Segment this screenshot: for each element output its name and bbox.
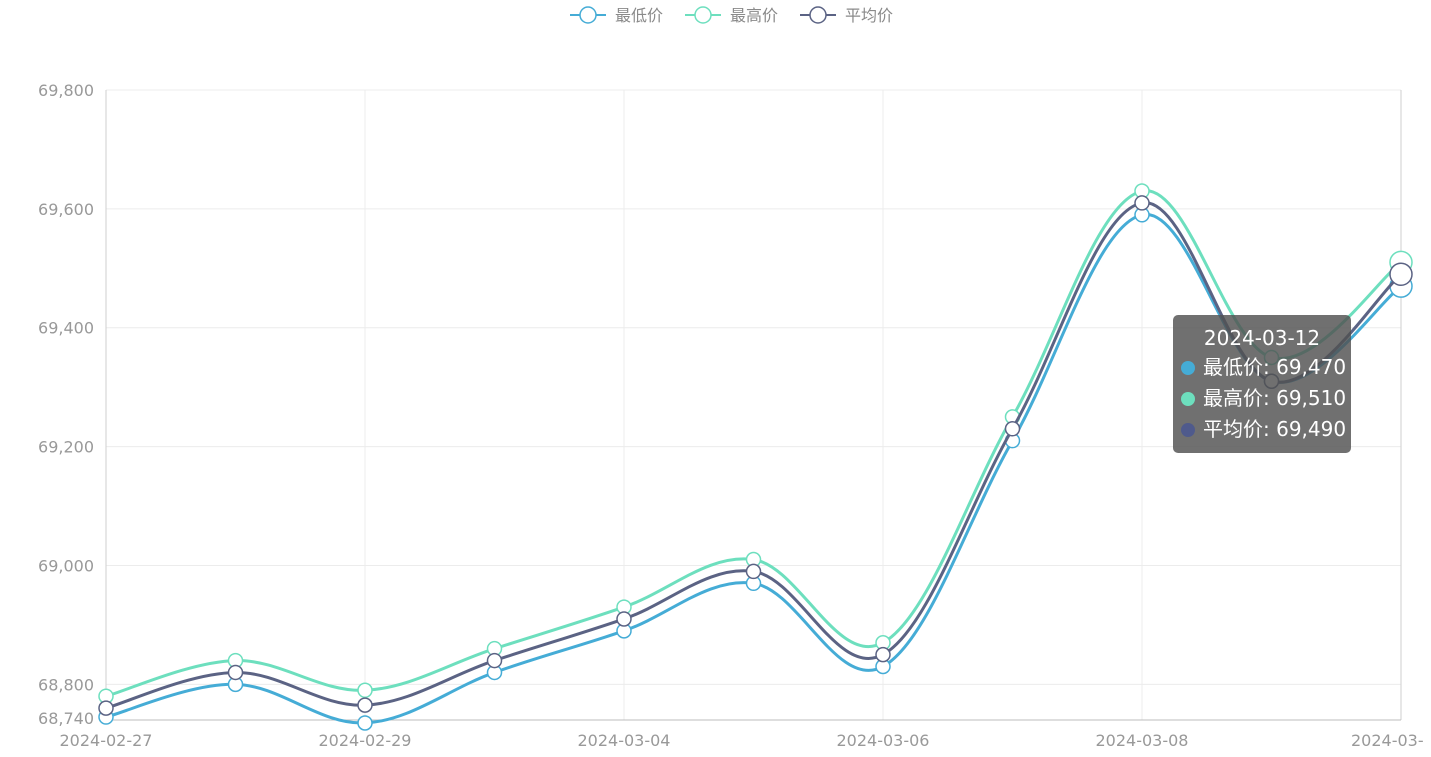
tooltip-dot-icon (1181, 392, 1195, 406)
data-point[interactable] (98, 700, 114, 716)
y-tick-label: 68,740 (38, 709, 94, 728)
series-0 (98, 207, 1413, 731)
legend-label: 平均价 (845, 6, 893, 25)
y-tick-label: 69,200 (38, 438, 94, 457)
legend-label: 最低价 (615, 6, 663, 25)
tooltip-row-low: 最低价: 69,470 (1173, 352, 1351, 383)
y-tick-label: 69,600 (38, 200, 94, 219)
tooltip-row-avg: 平均价: 69,490 (1173, 414, 1351, 445)
tooltip-row-high: 最高价: 69,510 (1173, 383, 1351, 414)
series-layer (98, 183, 1413, 731)
tooltip-series-name: 最高价 (1203, 386, 1263, 410)
x-tick-label: 2024-02-27 (60, 731, 153, 750)
tooltip-title: 2024-03-12 (1203, 326, 1321, 350)
legend-item[interactable]: 最高价 (685, 6, 778, 25)
data-point[interactable] (227, 664, 244, 681)
y-tick-label: 69,800 (38, 81, 94, 100)
x-tick-label: 2024-03-08 (1096, 731, 1189, 750)
series-line (105, 213, 1402, 725)
tooltip-dot-icon (1181, 361, 1195, 375)
legend-marker-icon (694, 6, 712, 24)
series-line (105, 201, 1402, 710)
data-point[interactable] (486, 652, 503, 669)
data-point[interactable] (357, 682, 373, 699)
chart-legend[interactable]: 最低价 最高价 平均价 (570, 6, 893, 25)
tooltip-dot-icon (1181, 423, 1195, 437)
chart-tooltip: 2024-03-12 最低价: 69,470 最高价: 69,510 平均价: … (1173, 315, 1351, 453)
data-point[interactable] (875, 646, 891, 663)
chart-axes: 68,740 68,800 69,000 69,200 69,400 69,600 69,8… (38, 81, 1424, 750)
data-point[interactable] (1004, 421, 1021, 437)
data-point[interactable] (357, 715, 373, 731)
legend-marker-icon (809, 6, 827, 24)
x-tick-label: 2024-02-29 (319, 731, 412, 750)
data-point[interactable] (1389, 262, 1413, 286)
series-2 (98, 195, 1413, 716)
x-tick-label: 2024-03-04 (578, 731, 671, 750)
y-tick-label: 69,400 (38, 319, 94, 338)
legend-item[interactable]: 最低价 (570, 6, 663, 25)
data-point[interactable] (1134, 195, 1150, 211)
legend-marker-icon (579, 6, 597, 24)
legend-label: 最高价 (730, 6, 778, 25)
tooltip-series-value: 69,510 (1276, 386, 1347, 410)
tooltip-series-name: 平均价 (1203, 417, 1263, 441)
data-point[interactable] (357, 697, 373, 713)
y-tick-label: 68,800 (38, 675, 94, 694)
legend-item[interactable]: 平均价 (800, 6, 893, 25)
tooltip-series-name: 最低价 (1203, 355, 1263, 379)
y-tick-label: 69,000 (38, 556, 94, 575)
data-point[interactable] (745, 563, 762, 580)
tooltip-series-value: 69,490 (1276, 417, 1347, 441)
x-tick-label: 2024-03- (1351, 731, 1424, 750)
tooltip-series-value: 69,470 (1276, 355, 1347, 379)
x-tick-label: 2024-03-06 (837, 731, 930, 750)
data-point[interactable] (616, 611, 632, 627)
